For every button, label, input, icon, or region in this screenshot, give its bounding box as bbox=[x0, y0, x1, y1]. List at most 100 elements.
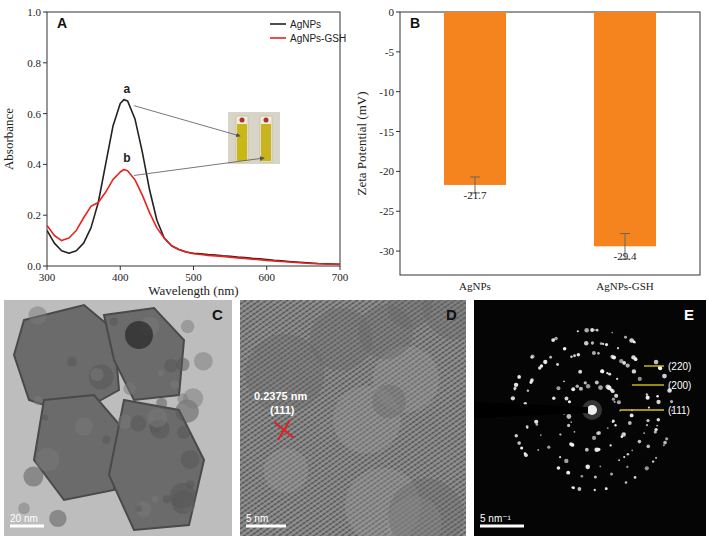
diffraction-spot bbox=[605, 487, 607, 489]
y-tick-label: 0.6 bbox=[27, 108, 41, 120]
data-label: -29.4 bbox=[614, 250, 637, 262]
fringes bbox=[240, 300, 466, 536]
x-tick-label: 400 bbox=[112, 271, 129, 283]
diffraction-spot bbox=[643, 432, 645, 434]
series-line bbox=[47, 100, 340, 265]
diffraction-spot bbox=[566, 471, 570, 475]
diffraction-spot bbox=[662, 374, 667, 379]
y-tick bbox=[396, 171, 400, 172]
fringe bbox=[240, 300, 466, 500]
diffraction-spot bbox=[596, 329, 599, 332]
diffraction-spot bbox=[605, 487, 608, 490]
central-spot bbox=[587, 405, 597, 415]
texture bbox=[170, 380, 179, 389]
diffraction-spot bbox=[616, 378, 618, 380]
diffraction-spot bbox=[626, 466, 628, 468]
tem-image bbox=[4, 300, 232, 536]
y-tick-label: 0.0 bbox=[27, 260, 41, 272]
cuvette-liquid bbox=[237, 124, 247, 161]
diffraction-spot bbox=[618, 459, 620, 461]
diffraction-spot bbox=[621, 432, 626, 437]
diffraction-spot bbox=[551, 338, 555, 342]
panel-label: E bbox=[684, 306, 694, 323]
diffraction-spot bbox=[625, 481, 627, 483]
diffraction-spot bbox=[563, 347, 566, 350]
y-tick-label: -30 bbox=[379, 245, 394, 257]
diffraction-spot bbox=[592, 351, 596, 355]
diffraction-spot bbox=[579, 387, 583, 391]
diffraction-spot bbox=[584, 328, 589, 333]
texture bbox=[181, 320, 194, 333]
diffraction-spot bbox=[638, 377, 642, 381]
diffraction-spot bbox=[663, 441, 667, 445]
diffraction-spot bbox=[605, 384, 610, 389]
texture bbox=[29, 306, 47, 324]
diffraction-spot bbox=[557, 466, 561, 470]
ring-pointer bbox=[644, 365, 664, 366]
diffraction-spot bbox=[530, 379, 534, 383]
diffraction-spot bbox=[654, 360, 659, 365]
panel-label: D bbox=[446, 306, 457, 323]
particle bbox=[109, 400, 204, 530]
diffraction-spot bbox=[547, 446, 550, 449]
y-tick bbox=[396, 131, 400, 132]
cuvette bbox=[260, 116, 272, 162]
x-tick bbox=[266, 266, 267, 270]
ring-pointer bbox=[632, 384, 664, 385]
diffraction-spot bbox=[513, 387, 516, 390]
texture bbox=[125, 321, 153, 349]
diffraction-spot bbox=[556, 386, 560, 390]
diffraction-spot bbox=[590, 328, 594, 332]
diffraction-spot bbox=[571, 443, 575, 447]
diffraction-spot bbox=[568, 400, 571, 403]
y-tick bbox=[43, 266, 47, 267]
y-tick-label: 0.4 bbox=[27, 158, 41, 170]
y-tick bbox=[396, 51, 400, 52]
y-tick-label: -10 bbox=[379, 86, 394, 98]
diffraction-spot bbox=[654, 428, 657, 431]
diffraction-spot bbox=[570, 421, 572, 423]
y-tick bbox=[396, 211, 400, 212]
diffraction-spot bbox=[601, 370, 605, 374]
texture bbox=[49, 510, 66, 527]
beam-stopper bbox=[474, 402, 588, 418]
y-tick-label: 1.0 bbox=[27, 6, 41, 18]
texture bbox=[102, 435, 111, 444]
diffraction-spot bbox=[634, 357, 638, 361]
diffraction-spot bbox=[517, 441, 521, 445]
scale-bar bbox=[10, 525, 44, 528]
x-tick-label: 300 bbox=[39, 271, 56, 283]
diffraction-spot bbox=[656, 425, 658, 427]
scale-bar bbox=[480, 525, 524, 528]
diffraction-spot bbox=[578, 370, 582, 374]
diffraction-spot bbox=[645, 466, 649, 470]
x-tick-label: 500 bbox=[185, 271, 202, 283]
diffraction-spot bbox=[596, 431, 600, 435]
diffraction-spot bbox=[617, 400, 621, 404]
annotation: b bbox=[123, 151, 130, 165]
x-tick bbox=[340, 266, 341, 270]
diffraction-spot bbox=[598, 385, 603, 390]
ring-pointer bbox=[620, 409, 664, 410]
diffraction-spot bbox=[576, 384, 579, 387]
y-tick bbox=[396, 251, 400, 252]
diffraction-spot bbox=[577, 330, 579, 332]
diffraction-spot bbox=[552, 396, 555, 399]
diffraction-spot bbox=[572, 486, 575, 489]
legend-swatch bbox=[270, 23, 286, 25]
saed-image bbox=[474, 300, 706, 536]
plot-frame bbox=[47, 12, 340, 266]
y-tick bbox=[396, 91, 400, 92]
panel-label: B bbox=[410, 15, 420, 31]
diffraction-spot bbox=[623, 456, 625, 458]
diffraction-spot bbox=[638, 440, 642, 444]
diffraction-spot bbox=[622, 361, 626, 365]
x-tick-label: AgNPs-GSH bbox=[596, 280, 654, 292]
diffraction-spot bbox=[563, 381, 565, 383]
scale-bar bbox=[246, 525, 286, 528]
legend-label: AgNPs bbox=[290, 19, 321, 30]
diffraction-spot bbox=[646, 419, 649, 422]
diffraction-spot bbox=[591, 341, 594, 344]
diffraction-spot bbox=[524, 452, 527, 455]
y-tick bbox=[43, 12, 47, 13]
